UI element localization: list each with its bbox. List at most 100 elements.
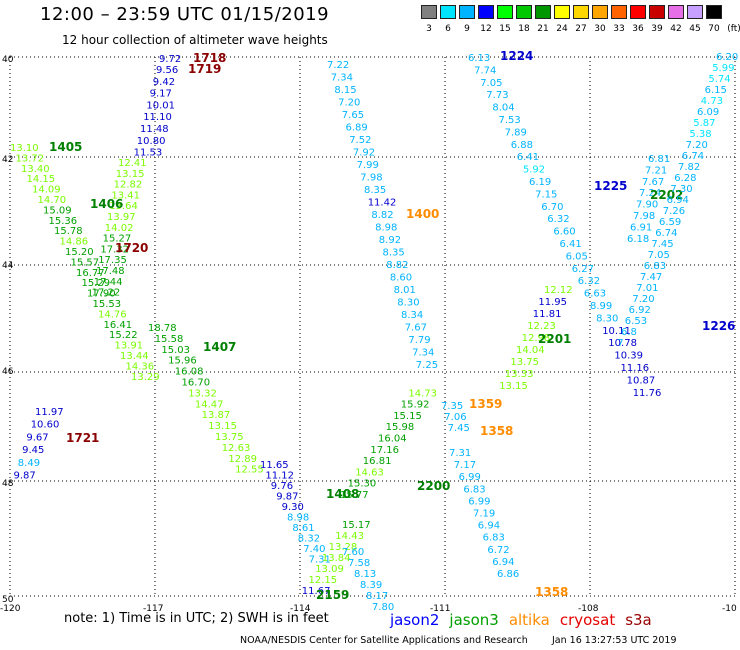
swh-value-label: 12.89 [228, 454, 257, 465]
swh-value-label: 7.20 [338, 98, 360, 109]
swh-value-label: 13.64 [109, 201, 138, 212]
longitude-tick-label: -114 [290, 604, 311, 614]
swh-value-label: 9.87 [276, 492, 298, 503]
swh-value-label: 6.63 [584, 289, 606, 300]
swh-value-label: 7.67 [642, 177, 664, 188]
swh-value-label: 11.67 [302, 586, 331, 597]
swh-value-label: 7.99 [357, 160, 379, 171]
swh-value-label: 15.30 [348, 479, 377, 490]
swh-value-label: 7.06 [444, 412, 466, 423]
legend-swatch [478, 5, 494, 19]
swh-value-label: 6.53 [625, 316, 647, 327]
swh-value-label: 12.98 [522, 333, 551, 344]
swh-value-label: 13.15 [499, 381, 528, 392]
swh-value-label: 12.23 [527, 321, 556, 332]
swh-value-label: 8.32 [298, 534, 320, 545]
swh-value-label: 15.20 [65, 247, 94, 258]
swh-value-label: 7.24 [639, 188, 661, 199]
swh-value-label: 8.82 [386, 260, 408, 271]
swh-value-label: 6.89 [346, 123, 368, 134]
swh-value-label: 15.57 [71, 257, 100, 268]
swh-value-label: 6.32 [578, 276, 600, 287]
swh-value-label: 8.35 [364, 185, 386, 196]
swh-value-label: 7.98 [633, 211, 655, 222]
swh-value-label: 15.77 [340, 490, 369, 501]
track-time-label: 1408 [326, 487, 359, 501]
swh-value-label: 13.32 [188, 388, 217, 399]
legend-swatch [630, 5, 646, 19]
swh-value-label: 7.45 [448, 423, 470, 434]
swh-value-label: 6.74 [655, 228, 677, 239]
swh-value-label: 10.78 [608, 338, 637, 349]
swh-value-label: 12.41 [118, 158, 147, 169]
swh-value-label: 10.80 [137, 136, 166, 147]
swh-value-label: 11.95 [538, 297, 567, 308]
legend-swatch [649, 5, 665, 19]
legend-swatch [421, 5, 437, 19]
legend-swatch [554, 5, 570, 19]
swh-value-label: 6.41 [560, 239, 582, 250]
swh-value-label: 7.65 [342, 110, 364, 121]
swh-value-label: 7.52 [349, 135, 371, 146]
swh-value-label: 6.18 [627, 234, 649, 245]
legend-swatch-label: 24 [556, 24, 568, 34]
swh-value-label: 13.09 [315, 564, 344, 575]
swh-value-label: 7.15 [535, 189, 557, 200]
swh-value-label: 8.34 [401, 310, 423, 321]
swh-value-label: 7 [617, 338, 623, 349]
swh-value-label: 7.53 [499, 115, 521, 126]
swh-value-label: 15.17 [342, 520, 371, 531]
longitude-tick-label: -10 [722, 604, 737, 614]
legend-swatch-label: 70 [708, 24, 720, 34]
satellite-legend: jason2 jason3 altika cryosat s3a [390, 611, 662, 629]
swh-value-label: 8.60 [390, 273, 412, 284]
swh-value-label: 17.22 [92, 288, 121, 299]
legend-swatch-label: 42 [670, 24, 682, 34]
swh-value-label: 14.63 [355, 467, 384, 478]
swh-value-label: 15.92 [401, 400, 430, 411]
swh-value-label: 6.86 [497, 569, 519, 580]
swh-value-label: 13.41 [111, 190, 140, 201]
swh-value-label: 8.30 [397, 298, 419, 309]
note-text: note: 1) Time is in UTC; 2) SWH is in fe… [64, 611, 329, 626]
legend-swatch-label: 45 [689, 24, 701, 34]
legend-swatch-label: 27 [575, 24, 587, 34]
swh-value-label: 9.30 [282, 502, 304, 513]
swh-value-label: 14.02 [105, 223, 134, 234]
swh-value-label: 7.40 [303, 544, 325, 555]
swh-value-label: 15.03 [161, 345, 190, 356]
track-time-label: 2201 [538, 332, 571, 346]
swh-value-label: 7.45 [651, 239, 673, 250]
legend-swatch-label: 15 [499, 24, 511, 34]
longitude-tick-label: -120 [0, 604, 21, 614]
swh-value-label: 6.83 [483, 533, 505, 544]
legend-swatch-label: 3 [426, 24, 432, 34]
footer-timestamp: Jan 16 13:27:53 UTC 2019 [552, 635, 677, 646]
swh-value-label: 8.30 [596, 313, 618, 324]
swh-value-label: 12.15 [309, 575, 338, 586]
swh-value-label: 7.05 [648, 250, 670, 261]
swh-value-label: 7.34 [412, 348, 434, 359]
legend-swatch-label: 36 [632, 24, 644, 34]
swh-value-label: 15.22 [109, 330, 138, 341]
legend-swatch-label: 30 [594, 24, 606, 34]
swh-value-label: 8.82 [371, 210, 393, 221]
swh-value-label: 6.05 [566, 251, 588, 262]
swh-value-label: 6.59 [659, 217, 681, 228]
swh-value-label: 8.61 [292, 523, 314, 534]
swh-value-label: 7.47 [640, 272, 662, 283]
swh-value-label: 13.40 [21, 164, 50, 175]
swh-value-label: 15.53 [93, 299, 122, 310]
swh-value-label: 17.48 [96, 266, 125, 277]
swh-value-label: 14.76 [98, 309, 127, 320]
swh-value-label: 13.75 [510, 357, 539, 368]
swh-value-label: 6.81 [648, 154, 670, 165]
track-time-label: 2159 [316, 588, 349, 602]
swh-value-label: 6.15 [705, 85, 727, 96]
swh-value-label: 16.04 [378, 434, 407, 445]
swh-value-label: 15.27 [103, 234, 132, 245]
swh-value-label: 14.43 [335, 531, 364, 542]
legend-swatch-label: 21 [537, 24, 549, 34]
legend-swatch [497, 5, 513, 19]
